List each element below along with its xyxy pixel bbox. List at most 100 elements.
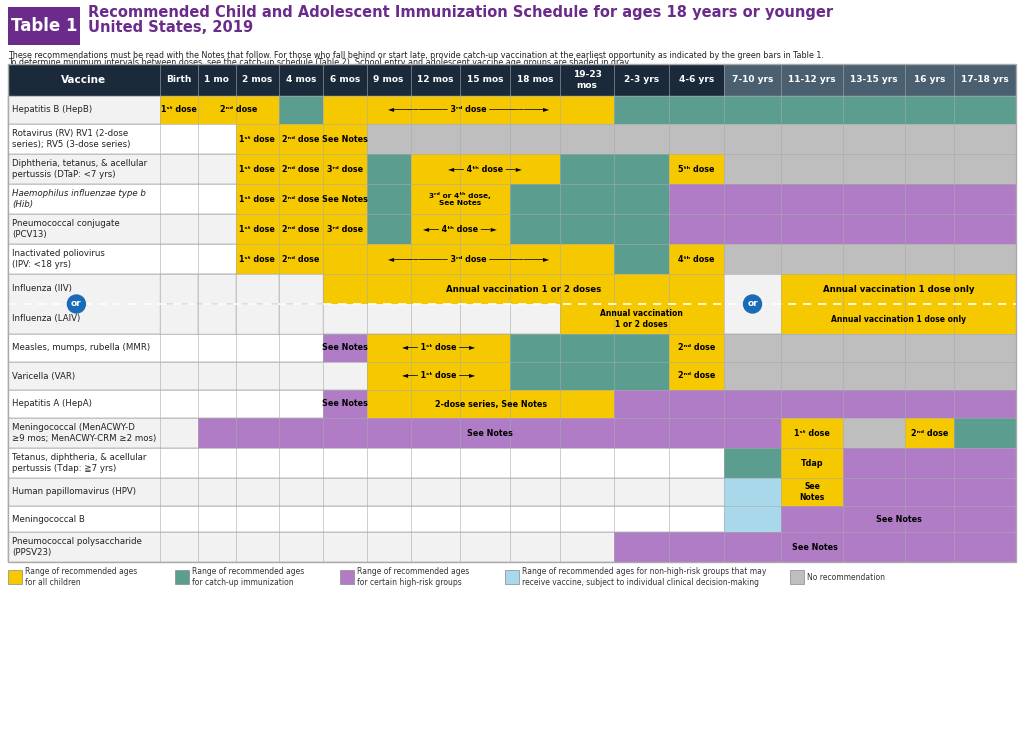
Text: 1ˢᵗ dose: 1ˢᵗ dose: [240, 225, 275, 234]
Text: Range of recommended ages
for certain high-risk groups: Range of recommended ages for certain hi…: [357, 567, 469, 587]
Bar: [280, 154, 323, 184]
Bar: [781, 154, 843, 184]
Text: Pneumococcal conjugate
(PCV13): Pneumococcal conjugate (PCV13): [12, 219, 120, 239]
Text: ◄── 4ᵗʰ dose ──►: ◄── 4ᵗʰ dose ──►: [449, 164, 522, 173]
Text: Range of recommended ages for non-high-risk groups that may
receive vaccine, sub: Range of recommended ages for non-high-r…: [522, 567, 766, 587]
Bar: [560, 154, 669, 184]
Text: 19-23
mos: 19-23 mos: [572, 71, 601, 89]
Text: 6 mos: 6 mos: [330, 76, 360, 85]
Bar: [160, 274, 198, 304]
Bar: [323, 334, 367, 362]
Text: 1ˢᵗ dose: 1ˢᵗ dose: [161, 105, 197, 114]
Text: 12 mos: 12 mos: [417, 76, 454, 85]
Bar: [510, 184, 669, 214]
Bar: [724, 244, 781, 274]
Text: ◄── 1ˢᵗ dose ──►: ◄── 1ˢᵗ dose ──►: [401, 372, 475, 381]
Bar: [411, 124, 460, 154]
Text: See Notes: See Notes: [322, 343, 368, 352]
Bar: [198, 96, 280, 124]
Text: 2ⁿᵈ dose: 2ⁿᵈ dose: [283, 164, 319, 173]
Text: 2ⁿᵈ dose: 2ⁿᵈ dose: [678, 372, 715, 381]
Text: ◄── 4ᵗʰ dose ──►: ◄── 4ᵗʰ dose ──►: [423, 225, 497, 234]
Bar: [904, 244, 954, 274]
Bar: [904, 334, 954, 362]
Bar: [904, 154, 954, 184]
Text: Rotavirus (RV) RV1 (2-dose
series); RV5 (3-dose series): Rotavirus (RV) RV1 (2-dose series); RV5 …: [12, 129, 130, 149]
Bar: [781, 244, 843, 274]
Text: 1ˢᵗ dose: 1ˢᵗ dose: [240, 164, 275, 173]
Bar: [236, 244, 280, 274]
Bar: [843, 124, 904, 154]
Bar: [323, 184, 367, 214]
Text: Human papillomavirus (HPV): Human papillomavirus (HPV): [12, 487, 136, 496]
Bar: [781, 418, 843, 448]
Bar: [669, 184, 1016, 214]
Bar: [904, 418, 954, 448]
Text: See Notes: See Notes: [876, 514, 922, 523]
Bar: [236, 214, 280, 244]
Bar: [8, 64, 1016, 96]
Bar: [8, 154, 1016, 184]
Text: Pneumococcal polysaccharide
(PPSV23): Pneumococcal polysaccharide (PPSV23): [12, 537, 142, 556]
Text: United States, 2019: United States, 2019: [88, 20, 253, 35]
Bar: [236, 154, 280, 184]
Text: Annual vaccination 1 or 2 doses: Annual vaccination 1 or 2 doses: [445, 285, 601, 294]
Bar: [367, 334, 510, 362]
Bar: [8, 274, 1016, 334]
Bar: [669, 362, 724, 390]
Bar: [323, 124, 367, 154]
Bar: [280, 274, 323, 304]
Bar: [510, 334, 669, 362]
Bar: [340, 570, 354, 584]
Text: 11-12 yrs: 11-12 yrs: [788, 76, 836, 85]
Bar: [323, 96, 614, 124]
Bar: [954, 154, 1016, 184]
Text: 4 mos: 4 mos: [286, 76, 316, 85]
Bar: [8, 418, 1016, 448]
Bar: [505, 570, 519, 584]
Bar: [724, 334, 781, 362]
Bar: [954, 334, 1016, 362]
Bar: [510, 214, 669, 244]
Bar: [843, 418, 904, 448]
Text: Varicella (VAR): Varicella (VAR): [12, 372, 75, 381]
Text: 4ᵗʰ dose: 4ᵗʰ dose: [678, 255, 715, 264]
Text: See Notes: See Notes: [322, 134, 368, 143]
Bar: [843, 64, 904, 96]
Bar: [781, 448, 843, 478]
Text: 1ˢᵗ dose: 1ˢᵗ dose: [240, 134, 275, 143]
Text: Inactivated poliovirus
(IPV: <18 yrs): Inactivated poliovirus (IPV: <18 yrs): [12, 249, 104, 269]
Text: or: or: [71, 300, 82, 309]
Bar: [669, 124, 724, 154]
Text: 7-10 yrs: 7-10 yrs: [732, 76, 773, 85]
Bar: [323, 244, 614, 274]
Bar: [8, 214, 1016, 244]
Bar: [614, 124, 669, 154]
Text: Annual vaccination 1 dose only: Annual vaccination 1 dose only: [823, 285, 975, 294]
Bar: [724, 478, 781, 506]
Text: 2ⁿᵈ dose: 2ⁿᵈ dose: [283, 255, 319, 264]
Circle shape: [743, 295, 762, 313]
Bar: [8, 64, 1016, 562]
Text: To determine minimum intervals between doses, see the catch-up schedule (Table 2: To determine minimum intervals between d…: [8, 58, 631, 67]
Bar: [280, 304, 323, 334]
Text: See Notes: See Notes: [322, 195, 368, 204]
Text: Range of recommended ages
for catch-up immunization: Range of recommended ages for catch-up i…: [193, 567, 304, 587]
Bar: [510, 362, 669, 390]
Text: Vaccine: Vaccine: [61, 75, 106, 85]
Text: Tetanus, diphtheria, & acellular
pertussis (Tdap: ≧7 yrs): Tetanus, diphtheria, & acellular pertuss…: [12, 454, 146, 472]
Bar: [323, 274, 724, 304]
Bar: [614, 96, 1016, 124]
Bar: [411, 154, 560, 184]
Text: Table 1: Table 1: [10, 17, 77, 35]
Bar: [669, 214, 1016, 244]
Bar: [904, 362, 954, 390]
Text: Meningococcal B: Meningococcal B: [12, 514, 85, 523]
Bar: [280, 214, 323, 244]
Bar: [904, 64, 954, 96]
Bar: [280, 184, 323, 214]
Bar: [724, 154, 781, 184]
Bar: [411, 214, 510, 244]
Bar: [954, 124, 1016, 154]
Bar: [198, 274, 236, 304]
